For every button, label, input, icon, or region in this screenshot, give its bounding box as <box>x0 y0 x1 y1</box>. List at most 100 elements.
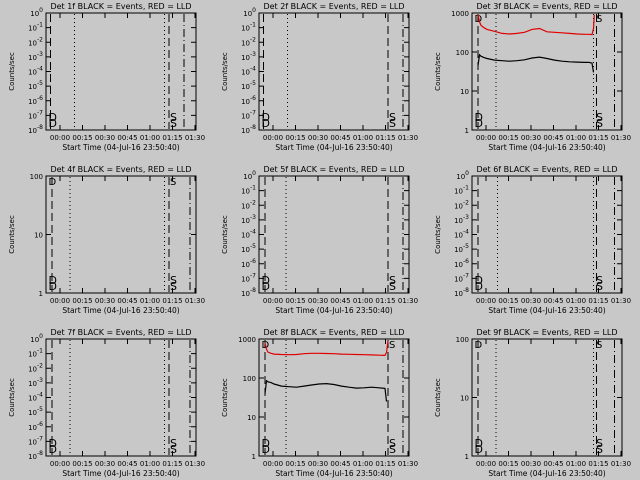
panel-det-8f: Det 8f BLACK = Events, RED = LLD Counts/s… <box>221 328 418 478</box>
x-tick-label: 01:00 <box>140 134 160 142</box>
y-tick-label: 100 <box>30 7 43 18</box>
series-lld-line <box>264 340 389 357</box>
panel-det-1f: Det 1f BLACK = Events, RED = LLD Counts/s… <box>8 2 205 152</box>
marker-D: D <box>262 111 270 124</box>
y-tick-label: 1 <box>252 453 256 461</box>
x-tick-label: 00:45 <box>330 297 350 305</box>
series-lld-line <box>477 14 595 36</box>
y-tick-label: 10-2 <box>28 36 43 47</box>
marker-top-S: S <box>170 177 176 188</box>
panel-title: Det 9f BLACK = Events, RED = LLD <box>476 328 617 337</box>
y-tick-label: 10-8 <box>241 124 256 135</box>
y-tick-label: 100 <box>456 170 469 181</box>
x-tick-label: 01:15 <box>162 134 182 142</box>
panel-title: Det 5f BLACK = Events, RED = LLD <box>263 165 404 174</box>
y-axis-label: Counts/sec <box>221 378 229 417</box>
x-tick-label: 01:30 <box>185 297 205 305</box>
y-tick-label: 1 <box>39 290 43 298</box>
x-tick-label: 01:30 <box>398 460 418 468</box>
x-axis-label: Start Time (04-Jul-16 23:50:40) <box>62 469 179 478</box>
y-tick-label: 10-8 <box>241 287 256 298</box>
marker-S: S <box>170 274 177 287</box>
x-tick-label: 00:30 <box>521 297 541 305</box>
x-tick-label: 00:30 <box>95 460 115 468</box>
y-tick-label: 10-6 <box>454 258 469 269</box>
y-tick-label: 10-2 <box>454 199 469 210</box>
x-tick-label: 00:00 <box>263 297 283 305</box>
y-tick-label: 10-4 <box>28 66 43 77</box>
marker-D: D <box>262 280 270 293</box>
marker-D: D <box>262 117 270 130</box>
y-tick-label: 10-2 <box>241 199 256 210</box>
marker-S: S <box>389 443 396 456</box>
y-tick-label: 100 <box>30 173 43 181</box>
y-tick-label: 10-8 <box>454 287 469 298</box>
y-tick-label: 10-5 <box>28 406 43 417</box>
x-tick-label: 00:45 <box>543 297 563 305</box>
x-tick-label: 00:15 <box>285 297 305 305</box>
x-tick-label: 01:15 <box>162 297 182 305</box>
y-tick-label: 10-6 <box>28 95 43 106</box>
x-tick-label: 00:00 <box>50 297 70 305</box>
panel-title: Det 4f BLACK = Events, RED = LLD <box>50 165 191 174</box>
x-tick-label: 00:45 <box>117 297 137 305</box>
y-tick-label: 10-2 <box>28 362 43 373</box>
x-tick-label: 00:00 <box>50 460 70 468</box>
x-tick-label: 00:30 <box>95 134 115 142</box>
y-tick-label: 10-4 <box>28 392 43 403</box>
x-tick-label: 00:30 <box>308 460 328 468</box>
y-axis-label: Counts/sec <box>434 215 442 254</box>
panel-title: Det 1f BLACK = Events, RED = LLD <box>50 2 191 11</box>
panel-title: Det 3f BLACK = Events, RED = LLD <box>476 2 617 11</box>
x-tick-label: 00:15 <box>72 460 92 468</box>
x-axis-label: Start Time (04-Jul-16 23:50:40) <box>62 143 179 152</box>
x-tick-label: 01:00 <box>566 134 586 142</box>
y-tick-label: 10-5 <box>241 243 256 254</box>
x-tick-label: 00:15 <box>285 134 305 142</box>
y-axis-label: Counts/sec <box>8 378 16 417</box>
x-tick-label: 01:15 <box>375 134 395 142</box>
y-tick-label: 10 <box>34 232 43 240</box>
marker-S: S <box>596 280 603 293</box>
y-tick-label: 1 <box>465 127 469 135</box>
x-axis-label: Start Time (04-Jul-16 23:50:40) <box>62 306 179 315</box>
y-axis-label: Counts/sec <box>434 52 442 91</box>
y-tick-label: 10-7 <box>28 435 43 446</box>
marker-S: S <box>389 437 396 450</box>
y-tick-label: 10-3 <box>28 377 43 388</box>
y-axis-label: Counts/sec <box>221 215 229 254</box>
x-tick-label: 00:15 <box>498 460 518 468</box>
marker-D: D <box>475 280 483 293</box>
y-tick-label: 10-4 <box>241 66 256 77</box>
y-tick-label: 10-4 <box>241 229 256 240</box>
marker-top-S: S <box>389 340 395 351</box>
x-tick-label: 00:30 <box>308 297 328 305</box>
x-tick-label: 00:00 <box>263 134 283 142</box>
marker-top-S: S <box>596 340 602 351</box>
x-tick-label: 01:30 <box>611 134 631 142</box>
marker-S: S <box>170 117 177 130</box>
y-tick-label: 10 <box>247 414 256 422</box>
y-tick-label: 100 <box>456 49 469 57</box>
x-tick-label: 01:30 <box>398 297 418 305</box>
marker-D: D <box>49 111 57 124</box>
x-tick-label: 00:00 <box>263 460 283 468</box>
marker-D: D <box>475 443 483 456</box>
y-tick-label: 10-6 <box>241 95 256 106</box>
panel-title: Det 2f BLACK = Events, RED = LLD <box>263 2 404 11</box>
y-tick-label: 10-1 <box>28 22 43 33</box>
plot-frame <box>258 338 410 457</box>
panel-title: Det 7f BLACK = Events, RED = LLD <box>50 328 191 337</box>
x-tick-label: 00:15 <box>72 297 92 305</box>
x-tick-label: 01:00 <box>140 297 160 305</box>
y-tick-label: 10-8 <box>28 450 43 461</box>
marker-S: S <box>596 117 603 130</box>
x-tick-label: 00:45 <box>117 134 137 142</box>
x-tick-label: 01:00 <box>353 297 373 305</box>
y-tick-label: 10-6 <box>241 258 256 269</box>
marker-top-D: D <box>475 340 483 351</box>
marker-D: D <box>49 274 57 287</box>
x-tick-label: 00:15 <box>498 134 518 142</box>
y-axis-label: Counts/sec <box>434 378 442 417</box>
x-tick-label: 00:30 <box>521 460 541 468</box>
